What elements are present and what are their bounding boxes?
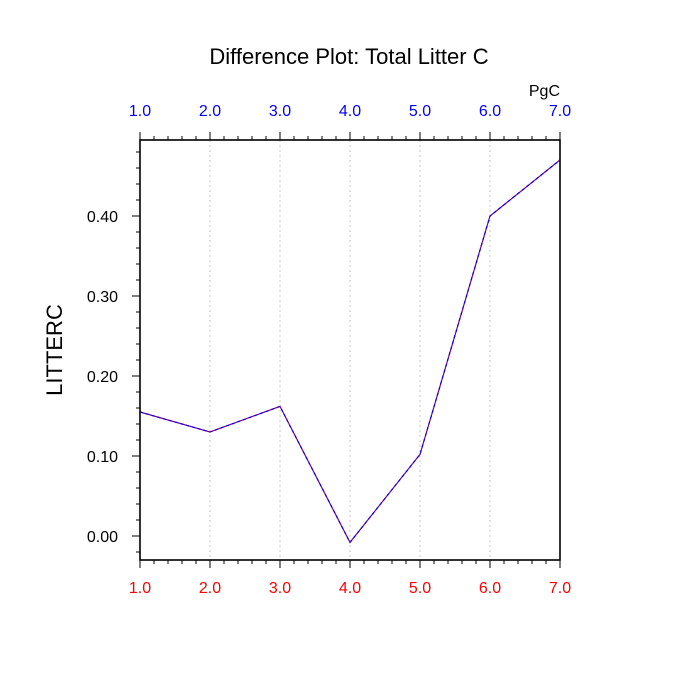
x-tick-label-top: 7.0 — [549, 103, 571, 120]
data-point — [489, 215, 491, 217]
y-axis-label: LITTERC — [42, 304, 67, 396]
data-point — [419, 453, 421, 455]
x-tick-label-top: 5.0 — [409, 103, 431, 120]
y-tick-label: 0.20 — [87, 369, 118, 386]
x-tick-label-bottom: 4.0 — [339, 580, 361, 597]
x-tick-label-top: 6.0 — [479, 103, 501, 120]
x-tick-label-bottom: 1.0 — [129, 580, 151, 597]
ticks — [132, 132, 561, 568]
y-tick-label: 0.00 — [87, 529, 118, 546]
data-point — [279, 405, 281, 407]
x-tick-label-bottom: 6.0 — [479, 580, 501, 597]
y-tick-label: 0.30 — [87, 289, 118, 306]
x-tick-label-top: 1.0 — [129, 103, 151, 120]
x-tick-label-top: 3.0 — [269, 103, 291, 120]
x-tick-label-bottom: 7.0 — [549, 580, 571, 597]
chart-title: Difference Plot: Total Litter C — [209, 44, 488, 69]
series-layer — [139, 159, 561, 544]
tick-labels: 1.0 1.0 2.0 2.0 3.0 3.0 4.0 4.0 5.0 5.0 6.0 6.0 7.0 7… — [87, 103, 571, 597]
x-tick-label-bottom: 3.0 — [269, 580, 291, 597]
x-tick-label-top: 4.0 — [339, 103, 361, 120]
y-tick-label: 0.10 — [87, 449, 118, 466]
data-point — [349, 541, 351, 544]
units-label: PgC — [529, 83, 560, 100]
grid-lines — [209, 140, 491, 560]
y-tick-label: 0.40 — [87, 209, 118, 226]
x-tick-label-top: 2.0 — [199, 103, 221, 120]
x-tick-label-bottom: 2.0 — [199, 580, 221, 597]
x-tick-label-bottom: 5.0 — [409, 580, 431, 597]
data-point — [209, 431, 211, 433]
